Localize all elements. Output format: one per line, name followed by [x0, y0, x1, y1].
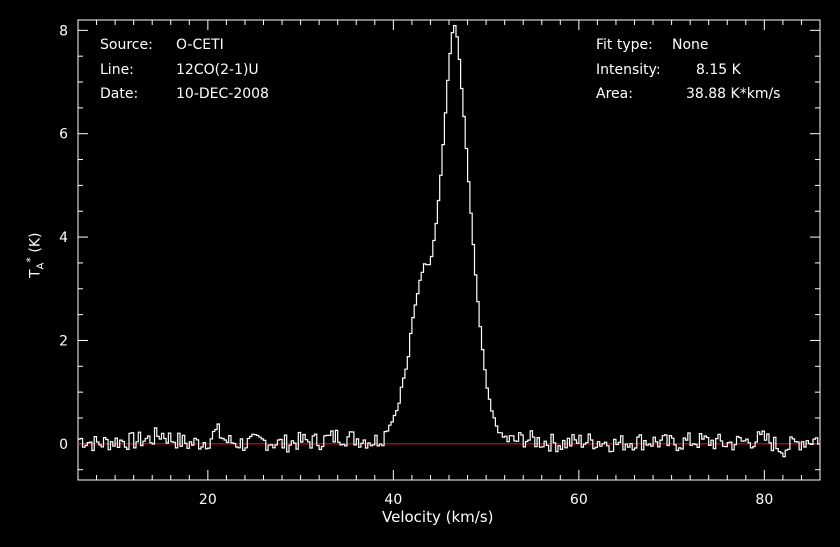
- x-tick-label: 80: [755, 492, 773, 508]
- y-axis-label-sup: *: [24, 257, 37, 263]
- fit-type-value: None: [672, 37, 709, 53]
- area-value: 38.88 K*km/s: [686, 86, 781, 102]
- y-tick-label: 4: [59, 230, 68, 246]
- area-label: Area:: [596, 86, 633, 102]
- intensity-value: 8.15 K: [696, 62, 741, 78]
- y-axis-label: TA* (K): [24, 233, 46, 278]
- source-value: O-CETI: [176, 37, 224, 53]
- source-label: Source:: [100, 37, 153, 53]
- y-tick-label: 2: [59, 333, 68, 349]
- x-tick-label: 60: [570, 492, 588, 508]
- axis-tick-labels: 20 40 60 80 0 2 4 6 8: [59, 23, 773, 508]
- line-label: Line:: [100, 62, 134, 78]
- date-value: 10-DEC-2008: [176, 86, 269, 102]
- axis-ticks: [77, 20, 821, 480]
- line-value: 12CO(2-1)U: [176, 62, 259, 78]
- x-tick-label: 20: [199, 492, 217, 508]
- intensity-label: Intensity:: [596, 62, 661, 78]
- spectrum-line: [78, 25, 820, 458]
- y-tick-label: 8: [59, 23, 68, 39]
- fit-type-label: Fit type:: [596, 37, 653, 53]
- x-axis-label: Velocity (km/s): [382, 508, 494, 526]
- x-tick-label: 40: [384, 492, 402, 508]
- y-tick-label: 0: [59, 437, 68, 453]
- y-axis-label-sub: A: [35, 262, 47, 270]
- date-label: Date:: [100, 86, 139, 102]
- y-axis-label-unit: (K): [27, 232, 44, 253]
- y-axis-label-main: T: [27, 269, 44, 278]
- y-tick-label: 6: [59, 127, 68, 143]
